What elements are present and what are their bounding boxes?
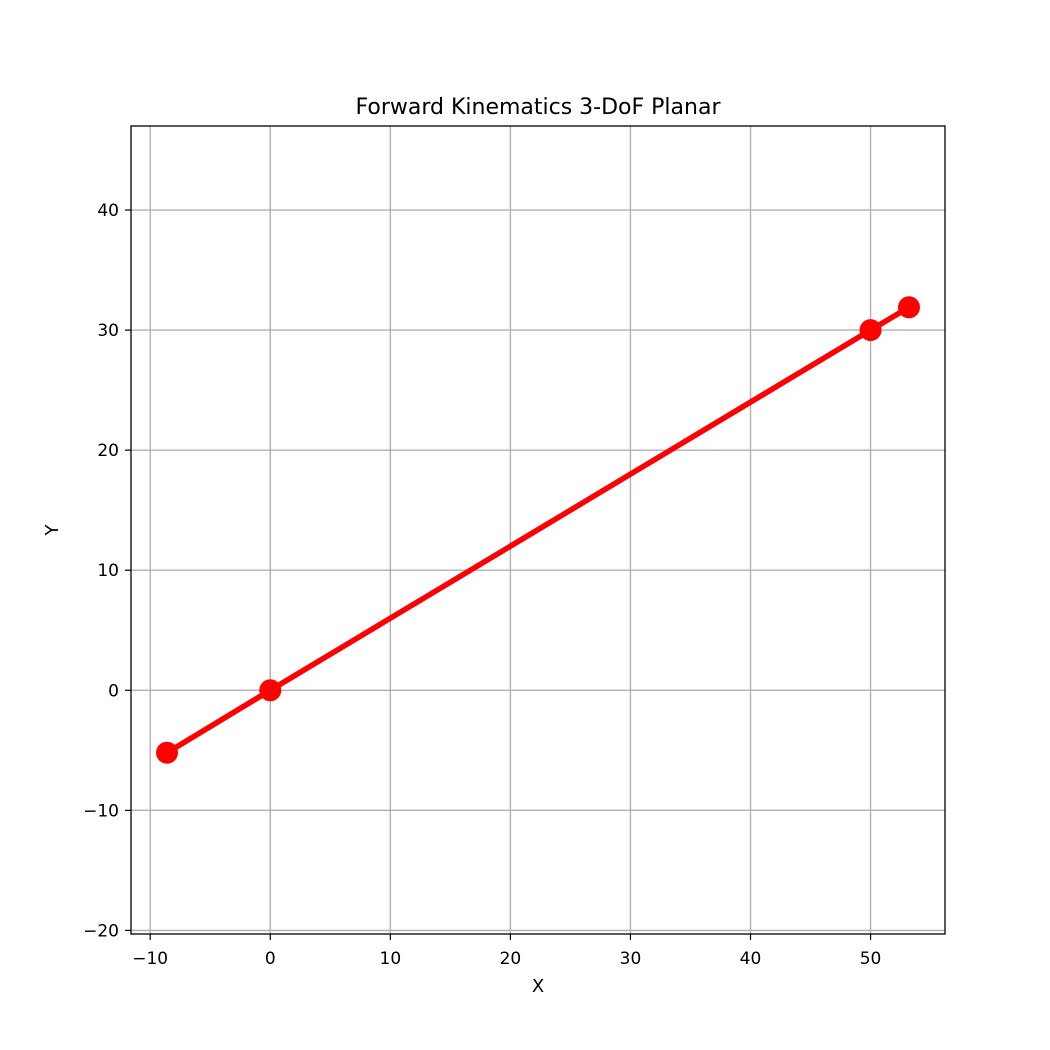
x-tick-label: 0 bbox=[265, 949, 276, 969]
x-axis-label: X bbox=[532, 976, 544, 997]
x-tick-label: 10 bbox=[380, 949, 402, 969]
y-tick-label: 30 bbox=[97, 321, 119, 341]
y-tick-label: −10 bbox=[83, 801, 119, 821]
x-tick-label: −10 bbox=[132, 949, 168, 969]
axes-frame bbox=[130, 125, 946, 935]
x-tick-label: 30 bbox=[620, 949, 642, 969]
y-tick-label: −20 bbox=[83, 921, 119, 941]
data-point bbox=[897, 296, 920, 319]
y-tick-label: 20 bbox=[97, 441, 119, 461]
x-tick-label: 20 bbox=[500, 949, 522, 969]
data-point bbox=[859, 319, 882, 342]
y-tick-label: 0 bbox=[108, 681, 119, 701]
y-tick-label: 40 bbox=[97, 201, 119, 221]
series-line bbox=[165, 304, 911, 756]
chart-title: Forward Kinematics 3-DoF Planar bbox=[356, 95, 722, 120]
y-axis-label: Y bbox=[42, 524, 63, 537]
grid-lines bbox=[131, 126, 945, 934]
x-tick-label: 50 bbox=[860, 949, 882, 969]
ticks: −10 0 10 20 30 40 50 −20 −10 0 10 20 30 40 bbox=[83, 201, 881, 969]
data-point bbox=[156, 741, 179, 764]
x-tick-label: 40 bbox=[740, 949, 762, 969]
data-point bbox=[259, 679, 282, 702]
y-tick-label: 10 bbox=[97, 561, 119, 581]
series-layer bbox=[156, 296, 920, 764]
